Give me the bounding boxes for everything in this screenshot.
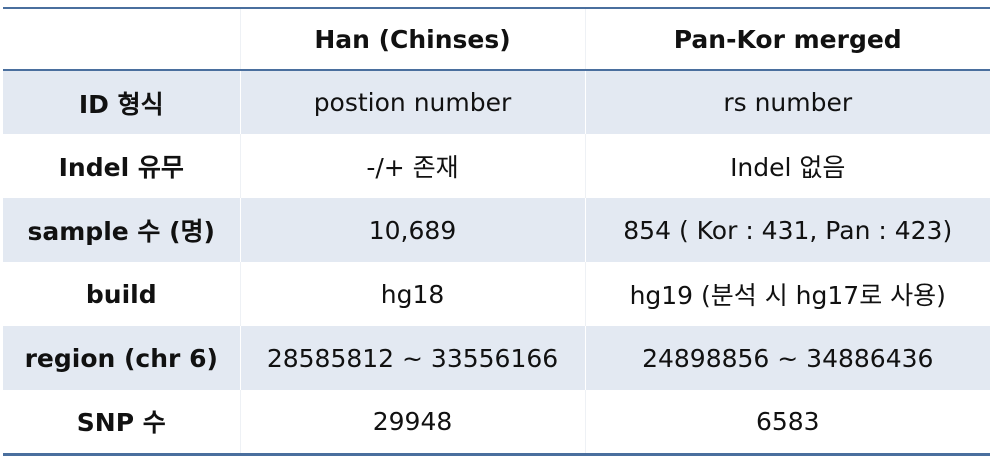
table-row: Indel 유무 -/+ 존재 Indel 없음 [3,134,990,198]
pankor-cell: hg19 (분석 시 hg17로 사용) [584,262,990,326]
han-cell: -/+ 존재 [239,134,585,198]
pankor-cell: Indel 없음 [584,134,990,198]
comparison-table: Han (Chinses) Pan-Kor merged ID 형식 posti… [3,7,990,456]
table-row: sample 수 (명) 10,689 854 ( Kor : 431, Pan… [3,198,990,262]
table-row: ID 형식 postion number rs number [3,70,990,134]
han-cell: 28585812 ~ 33556166 [239,326,585,390]
row-label: ID 형식 [3,70,240,134]
row-label: region (chr 6) [3,326,240,390]
row-label: build [3,262,240,326]
han-cell: 10,689 [239,198,585,262]
pankor-cell: 854 ( Kor : 431, Pan : 423) [584,198,990,262]
table-row: region (chr 6) 28585812 ~ 33556166 24898… [3,326,990,390]
header-row: Han (Chinses) Pan-Kor merged [3,8,990,71]
han-cell: 29948 [239,390,585,454]
header-pankor: Pan-Kor merged [584,8,990,71]
han-cell: hg18 [239,262,585,326]
row-label: SNP 수 [3,390,240,454]
header-han: Han (Chinses) [239,8,585,71]
han-cell: postion number [239,70,585,134]
pankor-cell: rs number [584,70,990,134]
comparison-table-container: Han (Chinses) Pan-Kor merged ID 형식 posti… [3,7,990,456]
header-empty-cell [3,8,240,71]
row-label: Indel 유무 [3,134,240,198]
table-row: build hg18 hg19 (분석 시 hg17로 사용) [3,262,990,326]
table-row: SNP 수 29948 6583 [3,390,990,454]
pankor-cell: 6583 [584,390,990,454]
pankor-cell: 24898856 ~ 34886436 [584,326,990,390]
row-label: sample 수 (명) [3,198,240,262]
